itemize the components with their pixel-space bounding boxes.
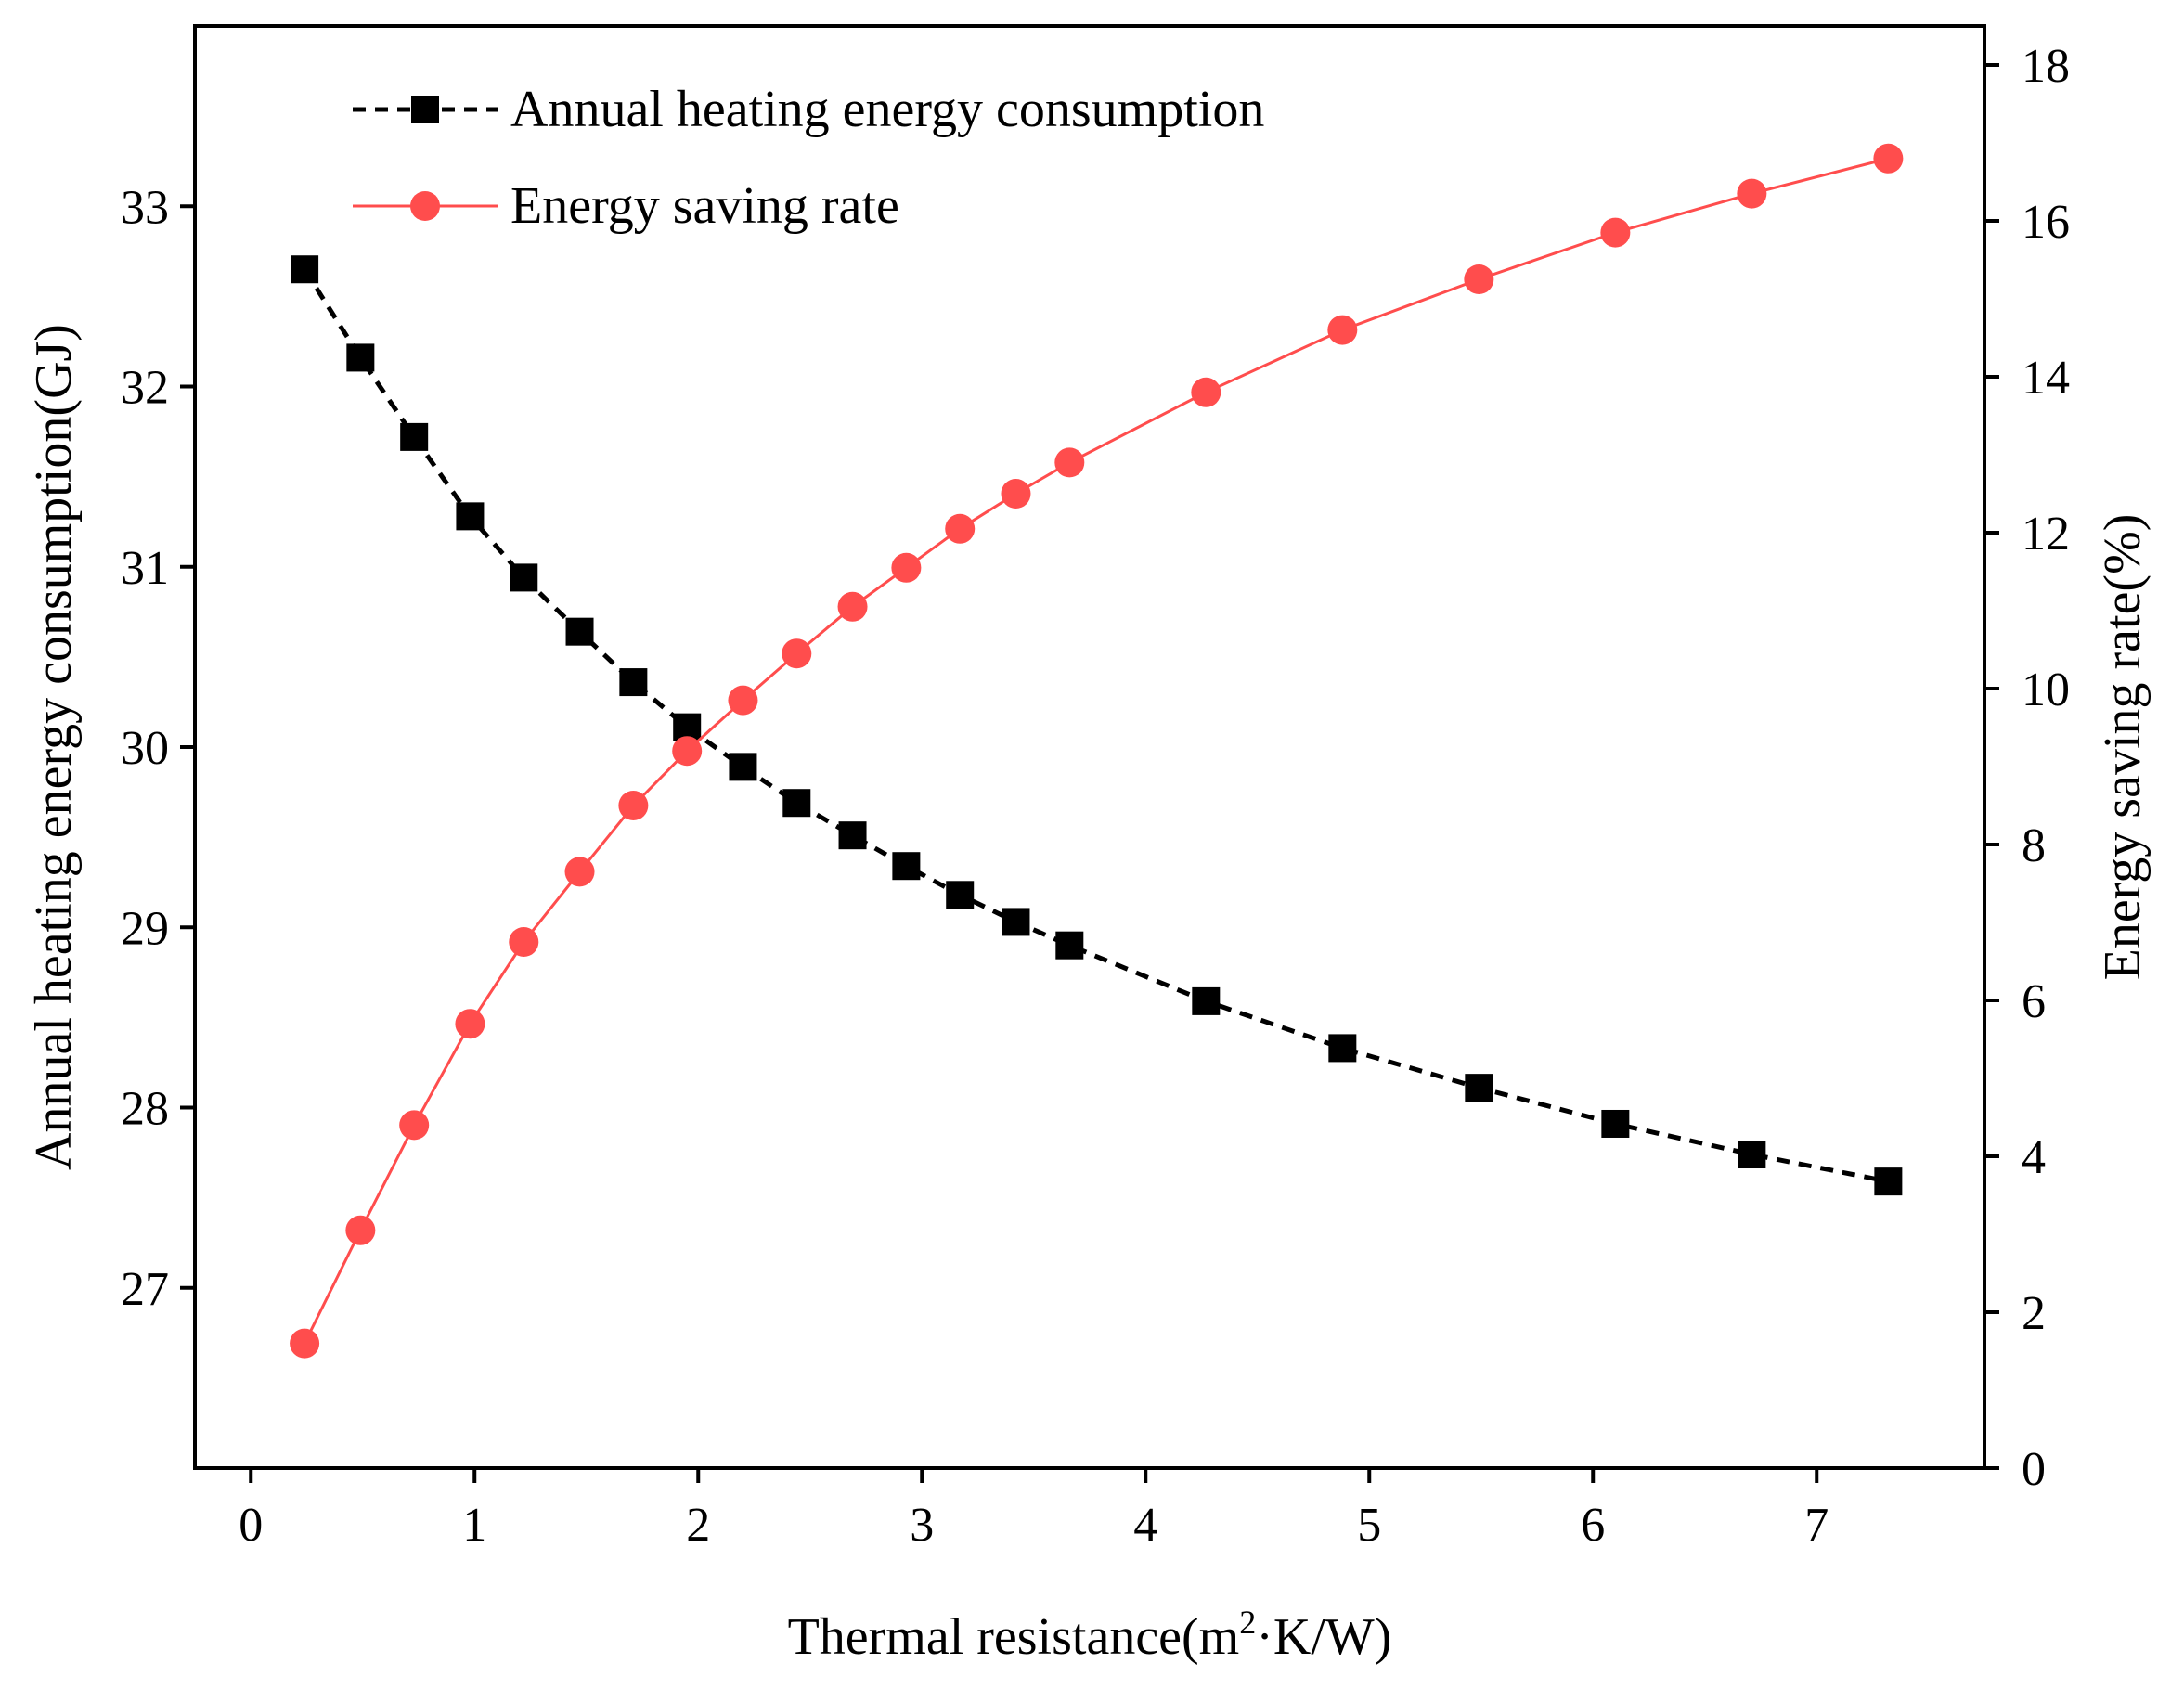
x-axis-title: Thermal resistance(m2·K/W) [788,1604,1392,1666]
data-point-circle [945,513,976,544]
data-point-square [346,343,375,372]
data-point-square [892,852,921,881]
data-point-circle [837,591,868,622]
data-point-circle [455,1009,485,1039]
data-point-square [565,617,594,646]
legend: Annual heating energy consumption Energy… [353,81,1264,235]
data-point-circle [1191,377,1221,407]
x-tick-label: 6 [1581,1499,1605,1552]
y-right-tick-label: 14 [2022,352,2070,405]
data-point-square [619,668,648,697]
data-point-circle [1600,217,1631,248]
data-point-circle [618,791,649,820]
y-left-tick-label: 31 [121,542,169,595]
data-point-square [782,789,811,818]
y-right-tick-label: 2 [2022,1287,2046,1340]
y-left-tick-label: 30 [121,722,169,775]
data-point-circle [672,736,703,767]
data-point-circle [345,1215,376,1245]
x-tick-label: 1 [462,1499,486,1552]
data-point-square [291,255,319,284]
y-right-tick-label: 12 [2022,508,2070,561]
data-point-square [946,881,975,909]
data-point-square [1601,1109,1630,1138]
data-point-circle [290,1328,320,1359]
data-point-circle [1464,264,1494,294]
data-point-square [1002,908,1030,936]
plot-frame [193,24,1986,1470]
data-point-circle [782,638,812,669]
y-left-tick-label: 33 [121,181,169,234]
y-right-tick-label: 6 [2022,975,2046,1028]
y-right-axis-title: Energy saving rate(%) [2094,514,2152,981]
legend-marker-square [411,96,439,123]
data-point-circle [1327,315,1358,345]
data-point-square [1874,1167,1903,1196]
y-left-tick-label: 29 [121,902,169,955]
legend-label-annual-heating: Annual heating energy consumption [510,81,1264,138]
x-tick-label: 4 [1133,1499,1157,1552]
data-point-circle [1001,479,1031,509]
x-tick-label: 0 [239,1499,263,1552]
data-point-circle [509,927,539,957]
y-left-tick-label: 27 [121,1263,169,1316]
data-point-square [1328,1034,1357,1063]
data-point-square [456,502,485,531]
series-line-annual-heating [302,267,1889,1184]
legend-label-energy-saving: Energy saving rate [510,177,899,235]
y-right-tick-label: 18 [2022,40,2070,93]
y-left-tick-label: 32 [121,362,169,415]
y-right-tick-label: 10 [2022,664,2070,716]
y-left-axis-title: Annual heating energy consumption(GJ) [25,324,83,1170]
legend-item-energy-saving: Energy saving rate [353,177,899,235]
x-tick-label: 5 [1357,1499,1381,1552]
data-point-square [400,422,429,451]
y-right-tick-label: 0 [2022,1443,2046,1496]
data-point-square [510,563,538,592]
x-axis-title-main: Thermal resistance(m [788,1608,1240,1666]
x-tick-label: 3 [910,1499,934,1552]
data-point-circle [564,857,595,887]
x-axis-title-superscript: 2 [1239,1604,1256,1641]
x-tick-label: 2 [686,1499,710,1552]
data-point-circle [399,1110,430,1141]
data-point-square [1465,1074,1493,1102]
data-point-square [838,821,867,850]
series-line-energy-saving [303,157,1889,1345]
data-point-square [1055,931,1084,960]
data-point-circle [1873,143,1904,174]
data-point-square [1192,986,1221,1015]
y-right-tick-label: 16 [2022,196,2070,249]
x-axis-title-unit: ·K/W) [1256,1608,1391,1666]
legend-item-annual-heating: Annual heating energy consumption [353,81,1264,138]
data-point-circle [891,552,922,583]
data-point-circle [1737,178,1767,209]
series-layer [290,143,1904,1359]
data-point-circle [1054,447,1085,478]
x-tick-label: 7 [1804,1499,1829,1552]
y-right-tick-label: 4 [2022,1131,2046,1184]
legend-marker-circle [410,191,440,221]
y-right-tick-label: 8 [2022,819,2046,872]
y-left-tick-label: 28 [121,1083,169,1136]
data-point-square [1738,1141,1766,1169]
data-point-circle [728,685,758,716]
data-point-square [729,753,757,781]
